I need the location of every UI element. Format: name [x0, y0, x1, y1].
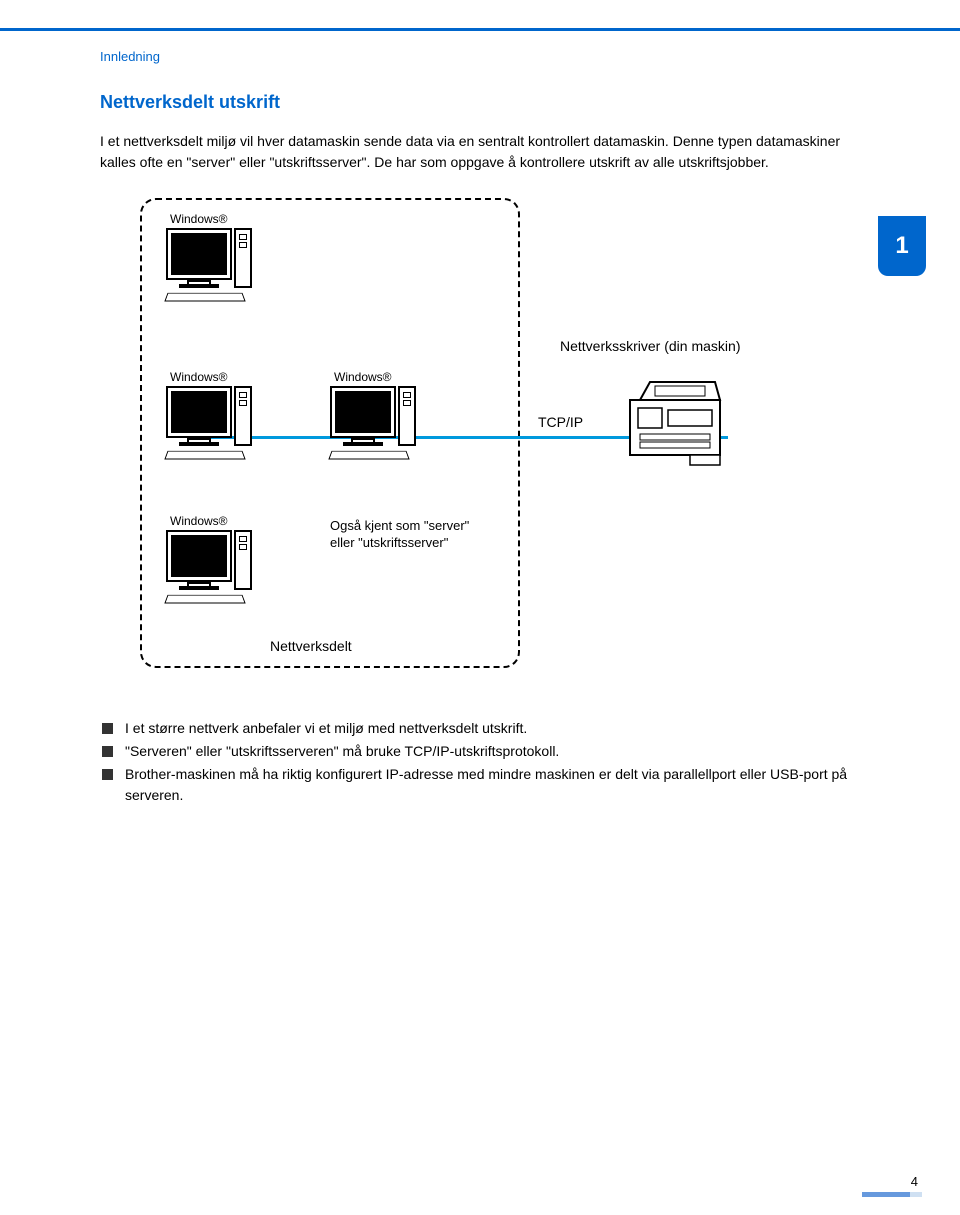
chapter-tab: 1: [878, 216, 926, 276]
breadcrumb: Innledning: [100, 49, 870, 64]
computer-icon: Windows®: [330, 370, 440, 470]
bullet-icon: [102, 746, 113, 757]
server-caption: Også kjent som "server" eller "utskrifts…: [330, 518, 470, 552]
bullet-icon: [102, 769, 113, 780]
bullet-icon: [102, 723, 113, 734]
printer-icon: [620, 370, 740, 470]
intro-paragraph: I et nettverksdelt miljø vil hver datama…: [100, 131, 870, 173]
network-diagram: Windows® Windows®: [140, 198, 760, 688]
page-heading: Nettverksdelt utskrift: [100, 92, 870, 113]
page-content: Innledning Nettverksdelt utskrift I et n…: [0, 49, 960, 806]
computer-icon: Windows®: [166, 370, 276, 470]
computer-icon: Windows®: [166, 514, 276, 614]
header-rule: [0, 28, 960, 31]
bullet-text: I et større nettverk anbefaler vi et mil…: [125, 718, 527, 739]
bullet-text: "Serveren" eller "utskriftsserveren" må …: [125, 741, 559, 762]
printer-label: Nettverksskriver (din maskin): [560, 338, 740, 354]
os-label: Windows®: [166, 514, 276, 528]
footer-decoration: [862, 1192, 922, 1197]
os-label: Windows®: [166, 370, 276, 384]
os-label: Windows®: [166, 212, 276, 226]
box-label: Nettverksdelt: [270, 638, 352, 654]
bullet-list: I et større nettverk anbefaler vi et mil…: [102, 718, 870, 806]
computer-icon: Windows®: [166, 212, 276, 312]
list-item: I et større nettverk anbefaler vi et mil…: [102, 718, 870, 739]
protocol-label: TCP/IP: [538, 414, 583, 430]
os-label: Windows®: [330, 370, 440, 384]
bullet-text: Brother-maskinen må ha riktig konfigurer…: [125, 764, 870, 806]
list-item: "Serveren" eller "utskriftsserveren" må …: [102, 741, 870, 762]
list-item: Brother-maskinen må ha riktig konfigurer…: [102, 764, 870, 806]
